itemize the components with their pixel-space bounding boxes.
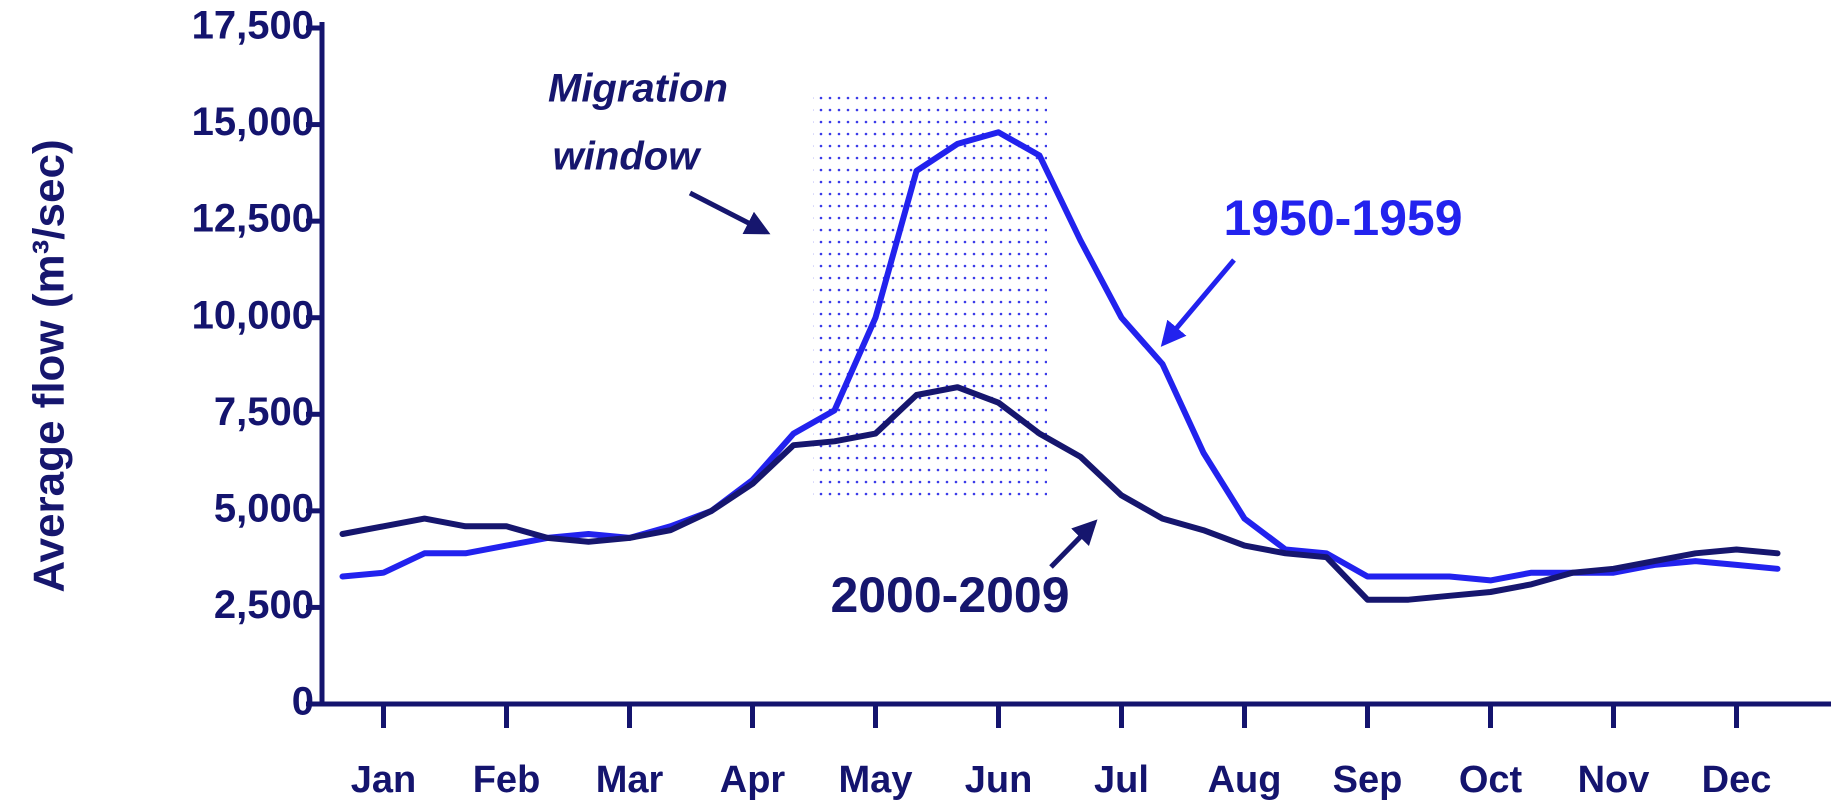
y-tick-label: 2,500: [214, 583, 314, 627]
x-tick-label: Apr: [720, 759, 786, 801]
x-tick-label: Nov: [1578, 759, 1650, 801]
series-label: 2000-2009: [830, 567, 1069, 623]
x-tick-label: Aug: [1208, 759, 1282, 801]
y-tick-label: 12,500: [192, 197, 314, 241]
x-tick-label: Sep: [1333, 759, 1403, 801]
x-tick-label: Dec: [1702, 759, 1772, 801]
x-tick-label: May: [839, 759, 913, 801]
y-tick-label: 5,000: [214, 486, 314, 530]
x-tick-label: Jul: [1094, 759, 1149, 801]
arrow: [1160, 258, 1236, 347]
annotation: window: [553, 135, 703, 179]
plot: 0 2,500 5,000 7,500 10,000 12,500 15,000 17,500…: [192, 4, 1831, 801]
x-tick-label: Mar: [596, 759, 664, 801]
series-line: [339, 129, 1781, 584]
x-tick-label: Feb: [473, 759, 541, 801]
x-tick-label: Oct: [1459, 759, 1523, 801]
x-tick-label: Jun: [965, 759, 1033, 801]
series-label: 1950-1959: [1223, 190, 1462, 246]
y-tick-label: 15,000: [192, 100, 314, 144]
y-tick-label: 0: [292, 680, 314, 724]
arrow: [1049, 519, 1098, 569]
x-tick-label: Jan: [351, 759, 416, 801]
annotation: Migration: [548, 67, 728, 111]
y-tick-label: 10,000: [192, 293, 314, 337]
arrow: [688, 190, 771, 235]
y-tick-label: 7,500: [214, 390, 314, 434]
y-tick-label: 17,500: [192, 4, 314, 48]
series-line: [339, 384, 1781, 603]
y-axis-label: Average flow (m³/sec): [25, 139, 74, 592]
